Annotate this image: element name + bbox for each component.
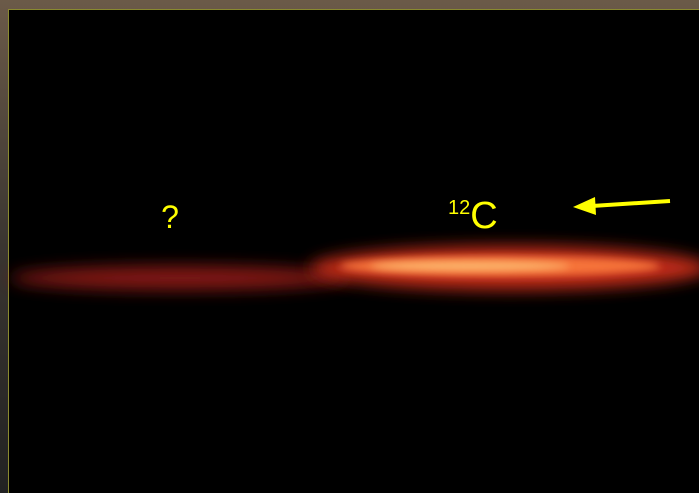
screen: ? 12C (0, 0, 699, 493)
mass-number: 12 (448, 197, 470, 219)
element-symbol: C (470, 195, 497, 237)
unknown-label: ? (161, 199, 179, 235)
page: ? 12C (() => { const data = JSON.parse(d… (0, 0, 699, 493)
